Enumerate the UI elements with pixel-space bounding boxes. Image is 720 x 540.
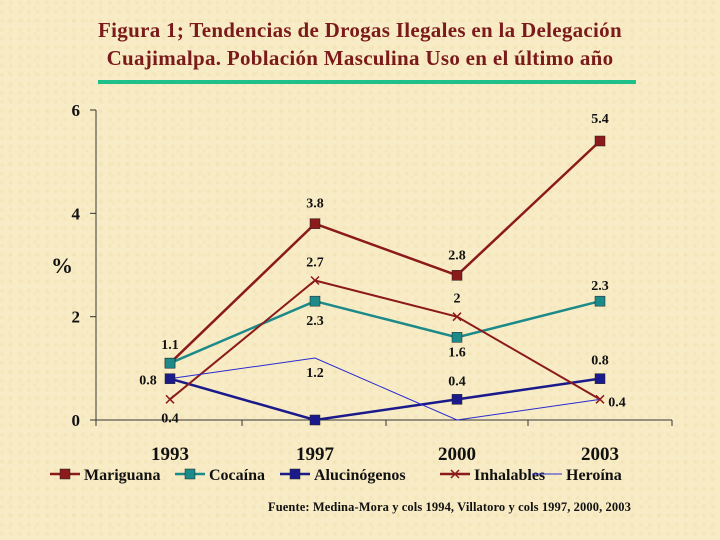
data-label: 2	[454, 292, 461, 307]
data-label: 0.4	[448, 374, 466, 389]
data-point	[595, 394, 605, 404]
y-axis-label: %	[51, 253, 73, 278]
data-point	[164, 373, 176, 384]
y-tick-label: 6	[72, 101, 81, 120]
x-tick-label: 1997	[296, 444, 335, 465]
legend-swatch-marker	[289, 468, 301, 480]
chart-title: Figura 1; Tendencias de Drogas Ilegales …	[40, 16, 680, 72]
title-underline	[98, 80, 636, 84]
x-tick-label: 2000	[438, 444, 476, 465]
source-note: Fuente: Medina-Mora y cols 1994, Villato…	[268, 500, 631, 514]
legend-label: Inhalables	[474, 467, 545, 484]
series-line-inhalables	[169, 279, 601, 401]
data-point	[451, 270, 463, 281]
data-point	[309, 295, 321, 307]
data-label: 0.8	[139, 374, 157, 389]
data-label: 0.4	[161, 411, 179, 426]
data-point	[594, 295, 606, 307]
legend-label: Cocaína	[209, 467, 265, 484]
legend-label: Mariguana	[84, 467, 160, 484]
y-tick-label: 2	[72, 308, 81, 327]
x-tick-label: 1993	[151, 444, 189, 465]
chart-title-line-1: Figura 1; Tendencias de Drogas Ilegales …	[98, 18, 622, 42]
data-label: 1.6	[448, 345, 466, 360]
data-point	[165, 394, 175, 404]
data-label: 1.1	[161, 338, 179, 353]
legend-label: Alucinógenos	[314, 467, 406, 484]
data-point	[594, 135, 606, 147]
chart-title-line-2: Cuajimalpa. Población Masculina Uso en e…	[106, 46, 614, 70]
series-line-cocaína	[169, 299, 601, 365]
data-point	[451, 332, 463, 343]
y-tick-label: 4	[72, 204, 81, 223]
data-point	[164, 357, 176, 369]
data-label: 5.4	[591, 112, 609, 127]
legend-swatch-marker	[59, 468, 71, 480]
data-labels: 3.8 2.8 5.4 1.1 2.3 1.6 2.3 0.8 0.4 0.8 0.4 2.7 2 0.4…	[139, 112, 626, 426]
data-label: 2.7	[306, 256, 324, 271]
data-point	[594, 373, 606, 384]
legend: Mariguana Cocaína Alucinógenos Inhalables He…	[50, 467, 622, 484]
series-line-mariguana	[169, 140, 601, 365]
data-label: 3.8	[306, 197, 324, 212]
legend-swatch-marker	[184, 468, 196, 480]
series-lines	[169, 140, 601, 422]
data-label: 2.3	[306, 314, 324, 329]
legend-label: Heroína	[566, 467, 622, 484]
series-line-alucinógenos	[169, 377, 601, 422]
data-point	[451, 394, 463, 405]
series-line-heroína	[169, 357, 601, 421]
data-point	[452, 312, 462, 322]
data-label: 2.3	[591, 279, 609, 294]
series-markers	[164, 135, 606, 426]
data-label: 0.8	[591, 354, 609, 369]
data-label: 0.4	[608, 395, 626, 410]
data-point	[309, 218, 321, 229]
data-label: 1.2	[306, 366, 324, 381]
data-point	[309, 414, 321, 426]
data-point	[310, 275, 320, 286]
data-label: 2.8	[448, 248, 466, 263]
x-tick-label: 2003	[581, 444, 619, 465]
axes: 0 2 4 6 1993 1997 2000 2003%	[51, 101, 673, 465]
y-tick-label: 0	[72, 411, 81, 430]
legend-swatch-marker	[450, 469, 460, 479]
